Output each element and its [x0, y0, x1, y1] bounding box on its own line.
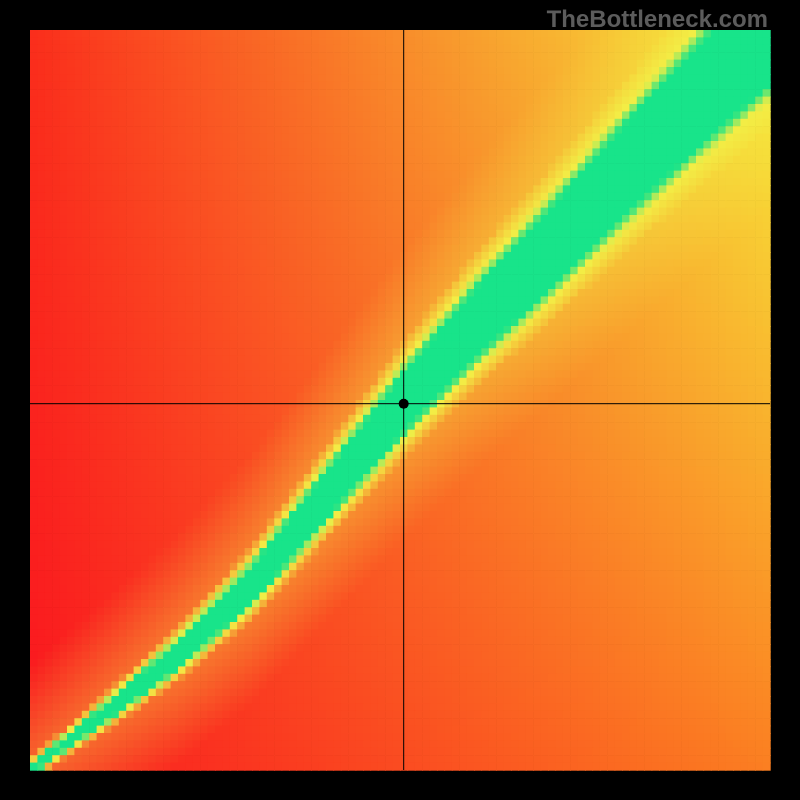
watermark-text: TheBottleneck.com	[547, 6, 768, 34]
bottleneck-heatmap	[0, 0, 800, 800]
chart-container: TheBottleneck.com	[0, 0, 800, 800]
